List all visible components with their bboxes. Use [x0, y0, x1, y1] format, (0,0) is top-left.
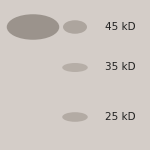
- Ellipse shape: [7, 14, 59, 40]
- Ellipse shape: [63, 20, 87, 34]
- Text: 25 kD: 25 kD: [105, 112, 136, 122]
- Text: 35 kD: 35 kD: [105, 63, 136, 72]
- Ellipse shape: [62, 112, 88, 122]
- Ellipse shape: [62, 63, 88, 72]
- Text: 45 kD: 45 kD: [105, 22, 136, 32]
